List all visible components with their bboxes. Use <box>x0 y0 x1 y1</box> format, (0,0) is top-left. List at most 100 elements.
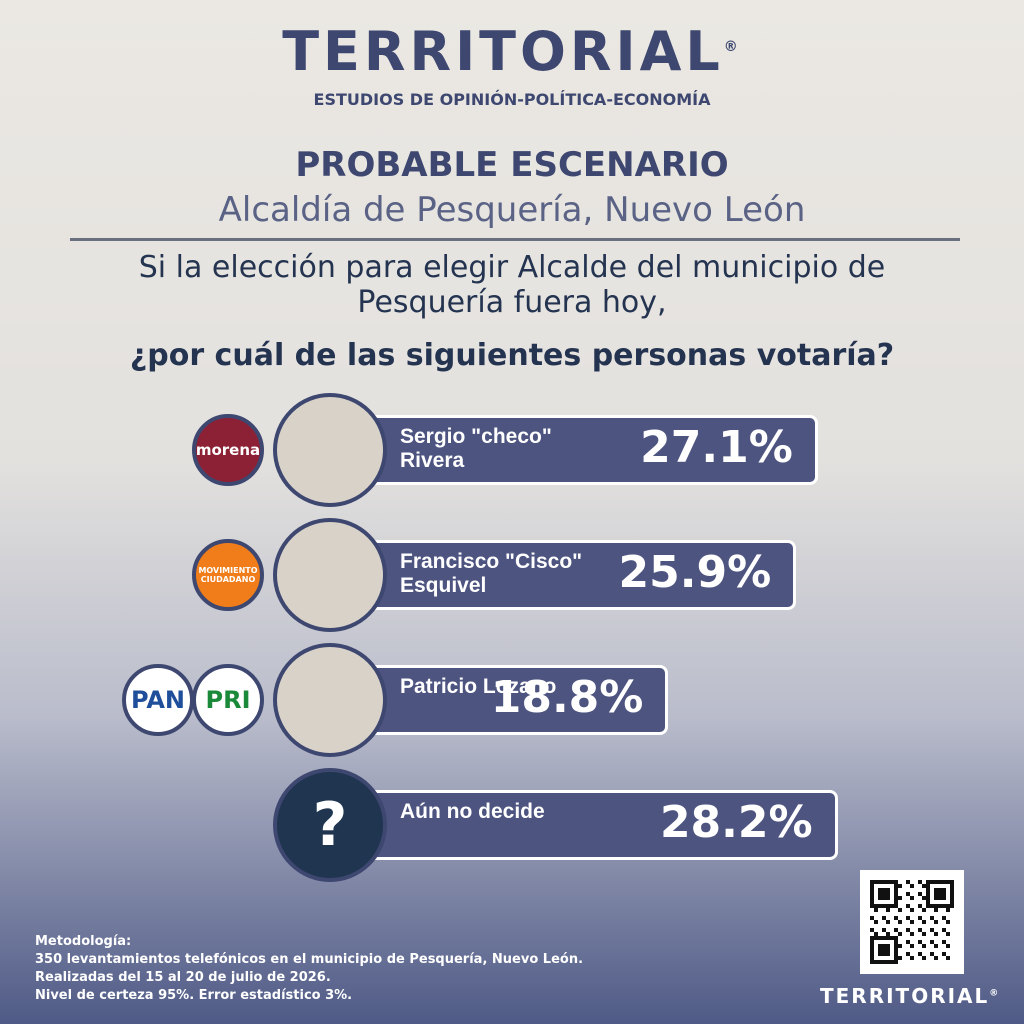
qr-module <box>898 884 902 888</box>
qr-module <box>894 960 898 964</box>
qr-module <box>930 928 934 932</box>
qr-module <box>894 952 898 956</box>
qr-module <box>878 948 882 952</box>
qr-module <box>950 880 954 884</box>
qr-module <box>894 944 898 948</box>
candidate-photo <box>273 518 387 632</box>
qr-module <box>906 892 910 896</box>
qr-module <box>926 884 930 888</box>
qr-module <box>874 936 878 940</box>
qr-module <box>890 904 894 908</box>
qr-module <box>926 888 930 892</box>
qr-module <box>934 896 938 900</box>
bar <box>330 790 838 860</box>
candidate-name: Aún no decide <box>400 800 545 823</box>
qr-module <box>874 904 878 908</box>
qr-module <box>950 900 954 904</box>
candidate-name: Patricio Lozano <box>400 675 557 698</box>
qr-module <box>886 920 890 924</box>
qr-module <box>946 920 950 924</box>
qr-module <box>934 932 938 936</box>
qr-module <box>906 880 910 884</box>
qr-module <box>870 892 874 896</box>
qr-module <box>942 880 946 884</box>
qr-module <box>898 944 902 948</box>
qr-module <box>938 880 942 884</box>
qr-module <box>886 904 890 908</box>
candidate-name: Francisco "Cisco" Esquivel <box>400 550 583 597</box>
qr-module <box>950 892 954 896</box>
qr-module <box>898 932 902 936</box>
qr-module <box>922 908 926 912</box>
qr-module <box>926 880 930 884</box>
qr-module <box>882 936 886 940</box>
qr-module <box>894 916 898 920</box>
qr-module <box>886 960 890 964</box>
qr-module <box>942 916 946 920</box>
qr-module <box>894 900 898 904</box>
qr-module <box>870 916 874 920</box>
qr-module <box>910 932 914 936</box>
methodology-title: Metodología: <box>35 934 132 949</box>
qr-module <box>942 896 946 900</box>
party-logo: PAN <box>122 664 194 736</box>
qr-module <box>870 960 874 964</box>
qr-module <box>870 956 874 960</box>
qr-module <box>938 888 942 892</box>
qr-module <box>930 904 934 908</box>
qr-module <box>950 896 954 900</box>
qr-module <box>882 888 886 892</box>
qr-module <box>946 904 950 908</box>
qr-module <box>894 936 898 940</box>
qr-module <box>910 896 914 900</box>
methodology-line: Nivel de certeza 95%. Error estadístico … <box>35 988 353 1003</box>
qr-module <box>918 916 922 920</box>
qr-module <box>890 936 894 940</box>
qr-module <box>882 892 886 896</box>
qr-module <box>882 952 886 956</box>
qr-module <box>918 928 922 932</box>
qr-module <box>910 884 914 888</box>
qr-module <box>918 892 922 896</box>
candidate-name: Sergio "checo" Rivera <box>400 425 552 472</box>
qr-module <box>930 880 934 884</box>
qr-module <box>894 940 898 944</box>
qr-module <box>878 896 882 900</box>
qr-module <box>930 916 934 920</box>
qr-module <box>878 892 882 896</box>
qr-module <box>934 880 938 884</box>
qr-module <box>870 880 874 884</box>
brand: TERRITORIAL® <box>0 20 1024 83</box>
qr-module <box>942 928 946 932</box>
qr-module <box>878 952 882 956</box>
qr-module <box>886 880 890 884</box>
qr-module <box>950 904 954 908</box>
qr-module <box>886 888 890 892</box>
tagline: ESTUDIOS DE OPINIÓN-POLÍTICA-ECONOMÍA <box>313 90 711 109</box>
divider <box>70 238 960 241</box>
qr-module <box>882 880 886 884</box>
candidate-photo <box>273 393 387 507</box>
qr-module <box>942 888 946 892</box>
footer-brand-text: TERRITORIAL <box>820 984 990 1008</box>
qr-module <box>926 892 930 896</box>
bar <box>330 415 818 485</box>
footer-brand-mark: ® <box>989 988 1001 999</box>
qr-module <box>906 940 910 944</box>
qr-module <box>910 944 914 948</box>
qr-module <box>878 904 882 908</box>
qr-module <box>922 896 926 900</box>
qr-module <box>918 904 922 908</box>
qr-module <box>910 908 914 912</box>
qr-module <box>886 932 890 936</box>
subtitle: Alcaldía de Pesquería, Nuevo León <box>218 190 806 230</box>
qr-module <box>870 936 874 940</box>
qr-module <box>910 920 914 924</box>
methodology: Metodología: 350 levantamientos telefóni… <box>35 933 583 1005</box>
qr-module <box>882 928 886 932</box>
question: Si la elección para elegir Alcalde del m… <box>138 250 886 320</box>
qr-module <box>870 940 874 944</box>
qr-module <box>898 920 902 924</box>
qr-module <box>918 940 922 944</box>
qr-module <box>942 904 946 908</box>
